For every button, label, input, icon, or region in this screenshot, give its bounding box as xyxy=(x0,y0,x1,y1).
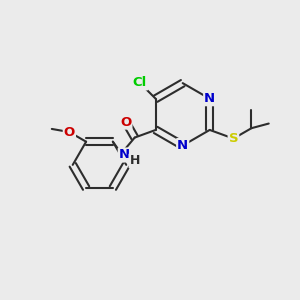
Text: Cl: Cl xyxy=(133,76,147,89)
Text: H: H xyxy=(130,154,140,167)
Text: N: N xyxy=(119,148,130,161)
Text: N: N xyxy=(177,139,188,152)
Text: N: N xyxy=(204,92,215,105)
Text: O: O xyxy=(120,116,131,129)
Text: O: O xyxy=(64,125,75,139)
Text: S: S xyxy=(229,132,238,145)
